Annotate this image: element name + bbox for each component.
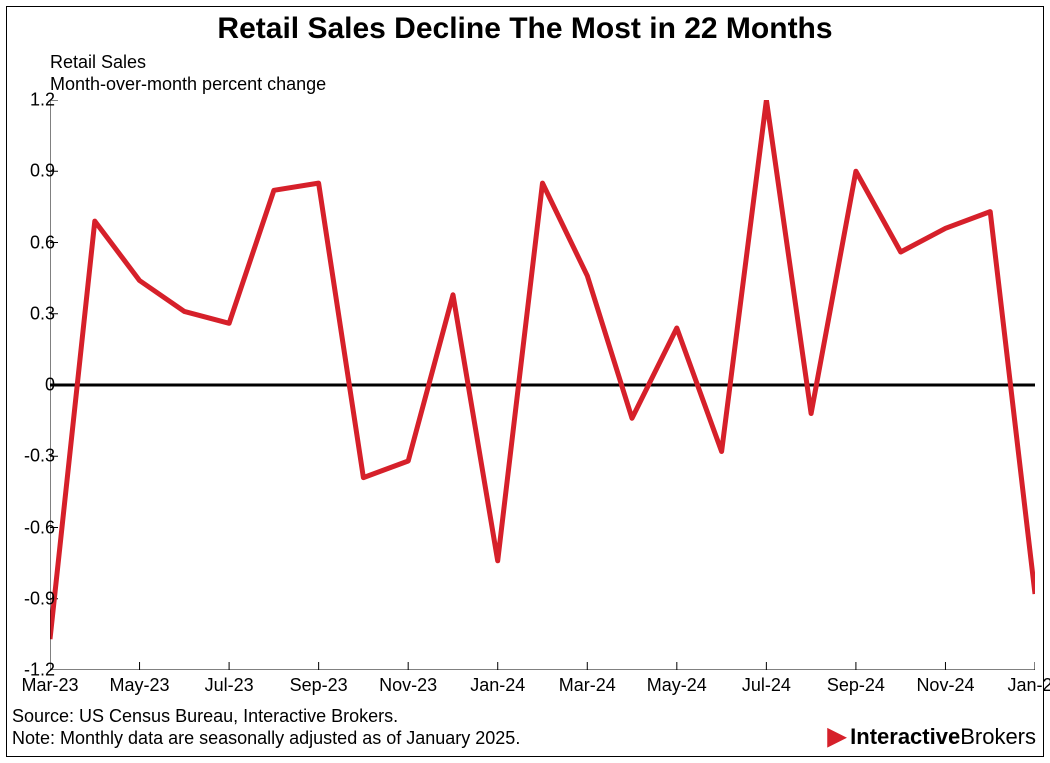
ytick-label: -0.6 [5,517,55,538]
brand-logo: ▶ InteractiveBrokers [828,722,1036,751]
xtick-label: Sep-24 [827,675,885,696]
data-line [50,100,1035,639]
chart-plot [50,100,1035,670]
xtick-label: Jan-25 [1007,675,1050,696]
xtick-label: May-24 [647,675,707,696]
xtick-label: Jul-24 [742,675,791,696]
ytick-label: 0.3 [5,303,55,324]
ytick-label: 0 [5,375,55,396]
xtick-label: Sep-23 [290,675,348,696]
xtick-label: Nov-23 [379,675,437,696]
ytick-label: 1.2 [5,90,55,111]
xtick-label: May-23 [110,675,170,696]
ytick-label: 0.9 [5,161,55,182]
ytick-label: 0.6 [5,232,55,253]
xtick-label: Jan-24 [470,675,525,696]
footer-source: Source: US Census Bureau, Interactive Br… [12,706,398,727]
subtitle-line1: Retail Sales [50,52,146,73]
ytick-label: -0.9 [5,588,55,609]
chart-title: Retail Sales Decline The Most in 22 Mont… [0,12,1050,46]
subtitle-line2: Month-over-month percent change [50,74,326,95]
xtick-label: Nov-24 [916,675,974,696]
logo-text-regular: Brokers [960,724,1036,749]
xtick-label: Mar-24 [559,675,616,696]
footer-note: Note: Monthly data are seasonally adjust… [12,728,520,749]
ytick-label: -0.3 [5,446,55,467]
xtick-label: Mar-23 [21,675,78,696]
logo-mark-icon: ▶ [828,722,846,751]
xtick-label: Jul-23 [205,675,254,696]
logo-text-bold: Interactive [850,724,960,749]
